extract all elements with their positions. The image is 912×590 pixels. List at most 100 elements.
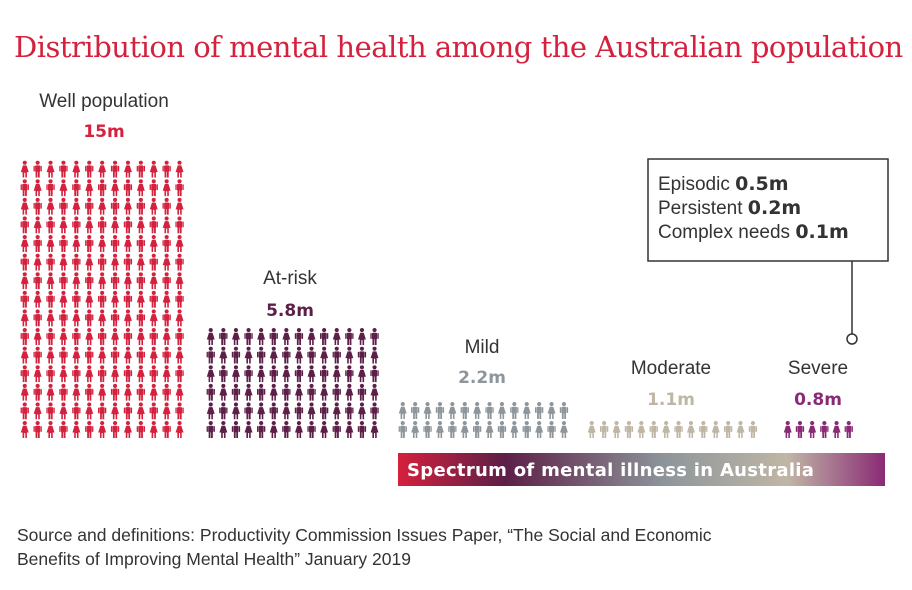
person-icon-well bbox=[85, 383, 94, 401]
person-icon-at-risk bbox=[256, 346, 266, 364]
complex-needs-label: Complex needs bbox=[658, 222, 790, 243]
person-icon-well bbox=[175, 383, 184, 401]
person-icon-mild bbox=[522, 421, 531, 438]
person-icon-well bbox=[59, 402, 68, 420]
person-icon-well bbox=[110, 272, 120, 290]
person-icon-well bbox=[20, 402, 29, 420]
episodic-value: 0.5m bbox=[735, 173, 788, 195]
category-label-moderate: Moderate bbox=[631, 358, 711, 379]
category-value-mild: 2.2m bbox=[458, 368, 506, 388]
person-icon-at-risk bbox=[257, 328, 266, 345]
person-icon-well bbox=[175, 216, 184, 234]
person-icon-mild bbox=[435, 421, 444, 438]
person-icon-at-risk bbox=[307, 383, 316, 401]
person-icon-at-risk bbox=[370, 365, 379, 383]
person-icon-mild bbox=[460, 421, 469, 438]
person-icon-well bbox=[20, 365, 29, 383]
person-icon-at-risk bbox=[244, 421, 253, 438]
person-icon-at-risk bbox=[219, 365, 228, 383]
person-icon-severe bbox=[808, 421, 817, 438]
person-icon-moderate bbox=[686, 421, 695, 438]
person-icon-well bbox=[149, 383, 158, 401]
person-icon-at-risk bbox=[219, 383, 228, 401]
spectrum-label: Spectrum of mental illness in Australia bbox=[407, 460, 814, 481]
person-icon-well bbox=[123, 365, 133, 383]
person-icon-well bbox=[110, 421, 120, 438]
person-icon-at-risk bbox=[319, 402, 329, 420]
person-icon-at-risk bbox=[282, 383, 291, 401]
person-icon-well bbox=[136, 383, 146, 401]
pictogram-group-severe bbox=[783, 421, 853, 438]
person-icon-well bbox=[111, 216, 120, 234]
person-icon-well bbox=[98, 272, 107, 290]
person-icon-severe bbox=[832, 421, 841, 438]
person-icon-well bbox=[175, 365, 184, 383]
person-icon-well bbox=[98, 160, 107, 178]
category-value-at-risk: 5.8m bbox=[266, 301, 314, 321]
person-icon-well bbox=[20, 309, 29, 327]
person-icon-well bbox=[111, 365, 120, 383]
person-icon-at-risk bbox=[219, 328, 228, 345]
person-icon-well bbox=[85, 235, 94, 252]
person-icon-well bbox=[149, 253, 158, 271]
person-icon-mild bbox=[547, 421, 556, 438]
person-icon-well bbox=[110, 346, 120, 364]
person-icon-mild bbox=[423, 402, 432, 419]
person-icon-well bbox=[59, 421, 68, 438]
pictogram-group-mild bbox=[398, 402, 569, 438]
person-icon-well bbox=[162, 346, 171, 364]
person-icon-mild bbox=[423, 421, 432, 438]
person-icon-well bbox=[33, 421, 42, 438]
person-icon-at-risk bbox=[269, 421, 278, 438]
person-icon-well bbox=[85, 328, 94, 345]
person-icon-well bbox=[85, 216, 94, 234]
person-icon-well bbox=[162, 383, 171, 401]
person-icon-at-risk bbox=[269, 365, 278, 383]
person-icon-well bbox=[85, 402, 94, 420]
person-icon-mild bbox=[485, 421, 494, 438]
person-icon-at-risk bbox=[244, 402, 253, 420]
person-icon-well bbox=[149, 160, 158, 178]
person-icon-well bbox=[85, 197, 94, 215]
person-icon-at-risk bbox=[307, 365, 316, 383]
person-icon-well bbox=[97, 253, 107, 271]
person-icon-well bbox=[59, 235, 68, 252]
person-icon-well bbox=[72, 328, 81, 345]
person-icon-well bbox=[20, 421, 29, 438]
person-icon-mild bbox=[497, 421, 507, 438]
person-icon-well bbox=[111, 179, 120, 197]
person-icon-at-risk bbox=[345, 383, 354, 401]
spectrum-bar bbox=[398, 453, 885, 486]
person-icon-well bbox=[33, 272, 42, 290]
person-icon-well bbox=[149, 235, 158, 252]
callout-box bbox=[647, 158, 889, 262]
person-icon-well bbox=[97, 402, 107, 420]
person-icon-well bbox=[149, 197, 158, 215]
severe-breakdown-callout: Episodic 0.5m Persistent 0.2m Complex ne… bbox=[647, 158, 889, 345]
person-icon-well bbox=[123, 253, 133, 271]
person-icon-moderate bbox=[736, 421, 745, 438]
person-icon-well bbox=[59, 383, 68, 401]
person-icon-well bbox=[59, 197, 68, 215]
person-icon-well bbox=[111, 290, 120, 308]
person-icon-well bbox=[98, 421, 107, 438]
person-icon-well bbox=[123, 290, 133, 308]
person-icon-mild bbox=[473, 402, 482, 419]
person-icon-at-risk bbox=[370, 421, 379, 438]
person-icon-well bbox=[46, 402, 55, 420]
person-icon-well bbox=[111, 253, 120, 271]
person-icon-well bbox=[72, 272, 81, 290]
person-icon-well bbox=[123, 235, 132, 252]
person-icon-well bbox=[162, 160, 171, 178]
callout-line-episodic: Episodic 0.5m bbox=[658, 173, 789, 195]
person-icon-well bbox=[33, 328, 42, 345]
person-icon-well bbox=[123, 160, 132, 178]
person-icon-at-risk bbox=[332, 421, 341, 438]
person-icon-at-risk bbox=[294, 346, 303, 364]
person-icon-well bbox=[97, 328, 107, 345]
person-icon-well bbox=[98, 346, 107, 364]
person-icon-well bbox=[162, 421, 171, 438]
person-icon-at-risk bbox=[357, 328, 366, 345]
